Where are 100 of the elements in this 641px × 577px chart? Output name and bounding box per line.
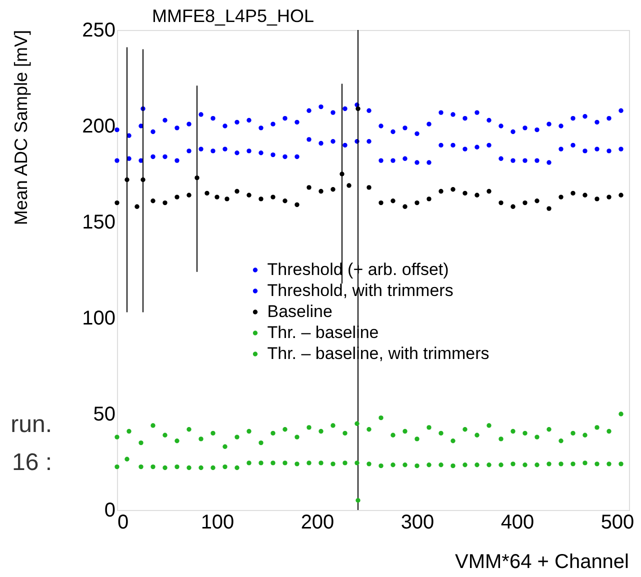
point bbox=[510, 462, 516, 466]
point bbox=[474, 432, 480, 438]
point bbox=[258, 440, 264, 446]
point bbox=[498, 156, 504, 161]
point bbox=[426, 196, 432, 202]
point bbox=[124, 456, 130, 462]
point bbox=[534, 158, 540, 163]
point bbox=[606, 194, 612, 200]
point bbox=[558, 462, 564, 466]
point bbox=[594, 425, 600, 430]
x-tick-label: 300 bbox=[400, 512, 434, 534]
point bbox=[210, 116, 216, 121]
y-tick-label: 200 bbox=[82, 116, 116, 138]
point bbox=[402, 156, 408, 161]
point bbox=[486, 188, 492, 194]
point bbox=[498, 462, 504, 468]
point bbox=[426, 122, 432, 126]
point bbox=[522, 158, 528, 163]
point bbox=[294, 462, 300, 466]
point bbox=[270, 122, 276, 126]
point bbox=[282, 116, 288, 121]
point bbox=[186, 148, 192, 154]
point bbox=[618, 462, 624, 466]
point bbox=[498, 200, 504, 206]
point bbox=[594, 196, 600, 202]
point bbox=[138, 440, 144, 446]
point bbox=[570, 430, 576, 436]
point bbox=[246, 428, 252, 434]
point bbox=[606, 428, 612, 434]
point bbox=[134, 204, 140, 209]
point bbox=[474, 462, 480, 468]
point bbox=[234, 434, 240, 440]
point bbox=[462, 116, 468, 121]
point bbox=[162, 154, 168, 160]
point bbox=[570, 142, 576, 148]
point bbox=[510, 129, 516, 134]
point bbox=[402, 204, 408, 209]
point bbox=[618, 108, 624, 113]
point bbox=[486, 423, 492, 428]
point bbox=[426, 462, 432, 468]
point bbox=[126, 428, 132, 434]
point bbox=[306, 137, 312, 142]
point bbox=[162, 200, 168, 206]
point bbox=[198, 436, 204, 442]
point bbox=[582, 148, 588, 154]
point bbox=[414, 131, 420, 136]
point bbox=[414, 464, 420, 468]
point bbox=[522, 430, 528, 436]
point bbox=[462, 462, 468, 468]
point bbox=[186, 192, 192, 198]
point bbox=[390, 462, 396, 468]
point bbox=[366, 462, 372, 466]
point bbox=[546, 160, 552, 165]
chart-title: MMFE8_L4P5_HOL bbox=[152, 6, 314, 26]
point bbox=[558, 438, 564, 444]
point bbox=[594, 462, 600, 466]
point bbox=[258, 126, 264, 130]
point bbox=[402, 462, 408, 468]
point bbox=[498, 436, 504, 442]
point bbox=[258, 150, 264, 156]
point bbox=[582, 192, 588, 198]
point bbox=[522, 126, 528, 130]
point bbox=[186, 122, 192, 126]
point bbox=[342, 460, 348, 466]
point bbox=[618, 412, 624, 416]
point bbox=[438, 188, 444, 194]
point bbox=[486, 118, 492, 123]
point bbox=[534, 434, 540, 440]
x-tick-label: 0 bbox=[118, 512, 129, 534]
point bbox=[594, 146, 600, 152]
point bbox=[186, 465, 192, 470]
point bbox=[378, 200, 384, 206]
point bbox=[510, 204, 516, 209]
legend-label: Baseline bbox=[267, 302, 332, 321]
point bbox=[222, 124, 228, 128]
point bbox=[234, 150, 240, 156]
point bbox=[450, 112, 456, 117]
point bbox=[342, 142, 348, 148]
y-tick-label: 250 bbox=[82, 20, 116, 42]
point bbox=[510, 158, 516, 163]
point bbox=[486, 142, 492, 148]
point bbox=[194, 176, 200, 180]
point bbox=[222, 464, 228, 470]
point bbox=[462, 146, 468, 152]
point bbox=[522, 462, 528, 468]
point bbox=[582, 114, 588, 119]
point bbox=[330, 462, 336, 466]
point bbox=[210, 148, 216, 154]
point bbox=[558, 146, 564, 152]
point bbox=[270, 460, 276, 466]
x-tick-label: 100 bbox=[200, 512, 234, 534]
point bbox=[150, 129, 156, 134]
point bbox=[390, 129, 396, 134]
point bbox=[582, 460, 588, 466]
point bbox=[330, 139, 336, 144]
point bbox=[594, 120, 600, 124]
point bbox=[330, 423, 336, 428]
point bbox=[234, 188, 240, 194]
point bbox=[318, 428, 324, 434]
point bbox=[330, 110, 336, 115]
